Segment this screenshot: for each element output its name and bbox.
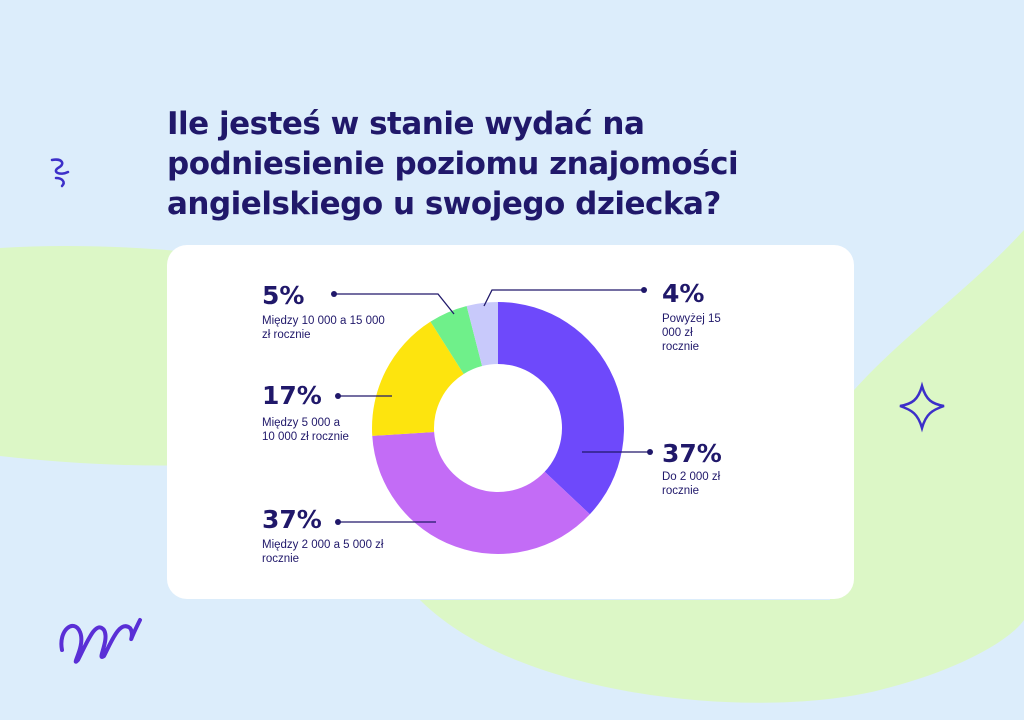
donut-slice (372, 321, 464, 436)
slice-pct-label: 4% (662, 279, 705, 308)
slice-desc-label: Między 5 000 a 10 000 zł rocznie (262, 417, 349, 443)
slice-desc-label: Między 10 000 a 15 000 zł rocznie (262, 315, 385, 341)
page-title: Ile jesteś w stanie wydać na podniesieni… (167, 106, 739, 222)
squiggle-icon (59, 618, 142, 664)
slice-desc-label: Między 2 000 a 5 000 zł rocznie (262, 539, 384, 565)
squiggle-icon (50, 158, 70, 188)
donut-slice (372, 432, 590, 555)
slice-pct-label: 37% (262, 505, 322, 534)
leader-dot (641, 287, 647, 293)
leader-line (334, 293, 455, 315)
leader-line (483, 289, 644, 307)
slice-desc-label: Powyżej 15 000 zł rocznie (662, 313, 721, 353)
slice-pct-label: 37% (662, 439, 722, 468)
donut-slice (498, 302, 624, 515)
sparkle-icon (899, 381, 945, 433)
slice-desc-label: Do 2 000 zł rocznie (662, 471, 721, 497)
leader-dot (331, 291, 337, 297)
slice-pct-label: 5% (262, 281, 305, 310)
slice-pct-label: 17% (262, 381, 322, 410)
donut-slice (466, 302, 498, 367)
leader-dot (647, 449, 653, 455)
leader-dot (335, 519, 341, 525)
donut-slice (430, 305, 483, 374)
green-wave-right (420, 230, 1024, 703)
leader-dot (335, 393, 341, 399)
